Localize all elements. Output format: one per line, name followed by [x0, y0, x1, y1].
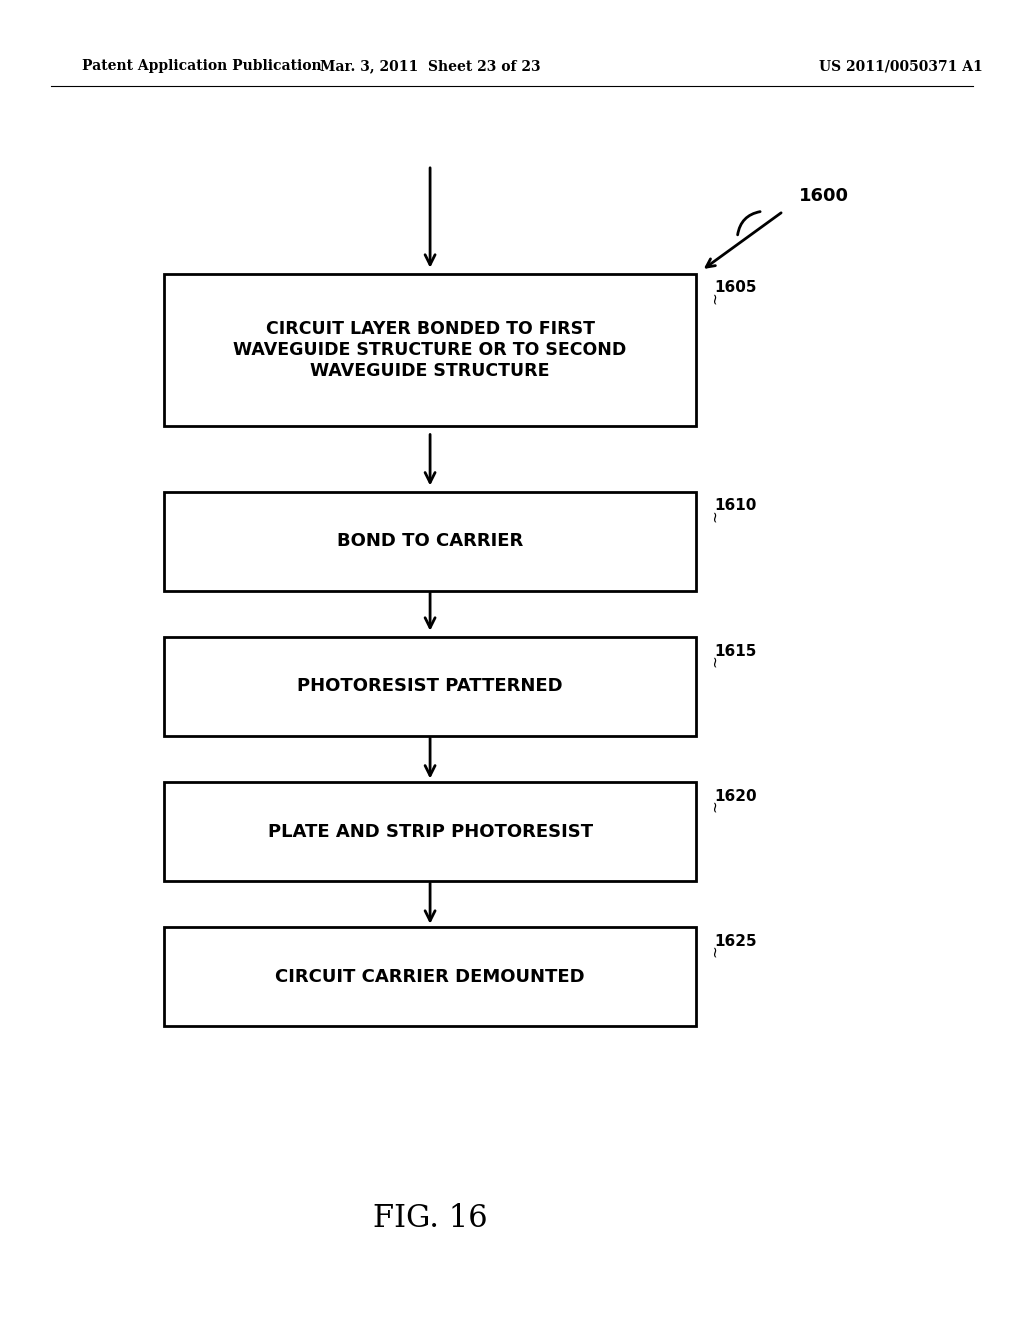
- Text: ~: ~: [707, 945, 722, 957]
- Text: ~: ~: [707, 655, 722, 667]
- Text: CIRCUIT LAYER BONDED TO FIRST
WAVEGUIDE STRUCTURE OR TO SECOND
WAVEGUIDE STRUCTU: CIRCUIT LAYER BONDED TO FIRST WAVEGUIDE …: [233, 319, 627, 380]
- Text: Patent Application Publication: Patent Application Publication: [82, 59, 322, 74]
- Text: PLATE AND STRIP PHOTORESIST: PLATE AND STRIP PHOTORESIST: [267, 822, 593, 841]
- Text: 1600: 1600: [799, 186, 849, 205]
- FancyBboxPatch shape: [164, 927, 696, 1027]
- Text: 1610: 1610: [715, 499, 757, 513]
- Text: BOND TO CARRIER: BOND TO CARRIER: [337, 532, 523, 550]
- Text: 1625: 1625: [715, 935, 758, 949]
- Text: 1605: 1605: [715, 281, 758, 296]
- Text: ~: ~: [707, 510, 722, 521]
- Text: 1615: 1615: [715, 644, 757, 659]
- FancyBboxPatch shape: [164, 638, 696, 737]
- Text: Mar. 3, 2011  Sheet 23 of 23: Mar. 3, 2011 Sheet 23 of 23: [319, 59, 541, 74]
- FancyBboxPatch shape: [164, 492, 696, 591]
- Text: ~: ~: [707, 290, 722, 304]
- Text: FIG. 16: FIG. 16: [373, 1204, 487, 1234]
- Text: 1620: 1620: [715, 789, 758, 804]
- Text: US 2011/0050371 A1: US 2011/0050371 A1: [819, 59, 983, 74]
- FancyBboxPatch shape: [164, 781, 696, 882]
- Text: CIRCUIT CARRIER DEMOUNTED: CIRCUIT CARRIER DEMOUNTED: [275, 968, 585, 986]
- Text: ~: ~: [707, 800, 722, 812]
- Text: PHOTORESIST PATTERNED: PHOTORESIST PATTERNED: [297, 677, 563, 696]
- FancyBboxPatch shape: [164, 275, 696, 425]
